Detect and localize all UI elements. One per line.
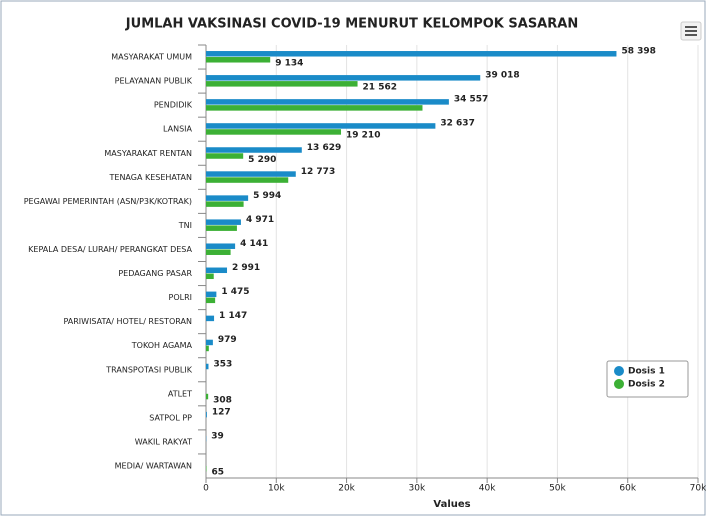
x-tick-label: 70k (690, 484, 706, 494)
data-label: 58 398 (621, 47, 655, 57)
y-tick-label: MEDIA/ WARTAWAN (115, 461, 192, 470)
data-label: 21 562 (363, 83, 397, 93)
y-tick-label: TNI (178, 221, 192, 230)
bar (206, 57, 270, 63)
y-tick-label: PELAYANAN PUBLIK (115, 77, 193, 86)
data-label: 4 141 (240, 239, 268, 249)
bar (206, 75, 480, 81)
x-tick-label: 50k (549, 484, 566, 494)
y-tick-label: TRANSPOTASI PUBLIK (105, 365, 192, 374)
data-label: 979 (218, 335, 237, 345)
data-label: 39 018 (485, 71, 519, 81)
bar (206, 171, 296, 177)
legend: Dosis 1 Dosis 2 (607, 361, 688, 397)
data-label: 34 557 (454, 95, 488, 105)
data-label: 308 (213, 395, 232, 405)
y-tick-label: WAKIL RAKYAT (135, 437, 192, 446)
bar (206, 394, 208, 400)
bar (206, 346, 209, 352)
data-label: 127 (212, 407, 231, 417)
legend-marker (614, 379, 624, 389)
legend-label[interactable]: Dosis 1 (628, 367, 665, 377)
y-tick-label: MASYARAKAT RENTAN (104, 149, 192, 158)
bar (206, 51, 616, 57)
x-tick-label: 30k (409, 484, 426, 494)
bar (206, 316, 214, 322)
bar (206, 364, 208, 370)
bar (206, 123, 435, 129)
data-label: 2 991 (232, 263, 260, 273)
x-tick-label: 60k (619, 484, 636, 494)
data-label: 39 (211, 431, 224, 441)
x-tick-label: 20k (338, 484, 355, 494)
bar (206, 195, 248, 201)
y-tick-label: PEDAGANG PASAR (118, 269, 192, 278)
legend-label[interactable]: Dosis 2 (628, 380, 665, 390)
bar (206, 147, 302, 153)
data-label: 12 773 (301, 167, 335, 177)
bar (206, 225, 237, 231)
bar (206, 243, 235, 249)
y-tick-label: KEPALA DESA/ LURAH/ PERANGKAT DESA (28, 245, 192, 254)
chart-title: JUMLAH VAKSINASI COVID-19 MENURUT KELOMP… (125, 17, 578, 32)
y-tick-label: MASYARAKAT UMUM (111, 53, 192, 62)
x-axis-title: Values (433, 499, 470, 510)
bar (206, 340, 213, 346)
bar (206, 268, 227, 274)
bar (206, 249, 231, 255)
y-tick-label: TOKOH AGAMA (131, 341, 193, 350)
y-tick-label: ATLET (168, 389, 192, 398)
data-label: 13 629 (307, 143, 341, 153)
bar (206, 99, 449, 105)
x-tick-label: 40k (479, 484, 496, 494)
menu-button[interactable] (681, 22, 701, 40)
y-tick-label: TENAGA KESEHATAN (109, 173, 193, 182)
data-label: 9 134 (275, 59, 303, 69)
y-tick-label: PARIWISATA/ HOTEL/ RESTORAN (63, 317, 192, 326)
data-label: 1 147 (219, 311, 247, 321)
y-tick-label: SATPOL PP (149, 413, 192, 422)
data-label: 5 290 (248, 155, 276, 165)
bar (206, 129, 341, 135)
bar (206, 105, 422, 111)
data-label: 353 (213, 359, 232, 369)
bar (206, 81, 358, 87)
data-label: 32 637 (440, 119, 474, 129)
data-label: 19 210 (346, 131, 380, 141)
legend-marker (614, 366, 624, 376)
x-tick-label: 10k (268, 484, 285, 494)
y-tick-label: PENDIDIK (154, 101, 193, 110)
bar (206, 219, 241, 225)
y-tick-label: PEGAWAI PEMERINTAH (ASN/P3K/KOTRAK) (24, 197, 192, 206)
bar (206, 292, 216, 298)
data-label: 1 475 (221, 287, 249, 297)
bar (206, 274, 214, 280)
bar (206, 412, 207, 418)
data-label: 4 971 (246, 215, 274, 225)
bar (206, 201, 244, 207)
bar (206, 298, 215, 304)
bar (206, 177, 288, 183)
data-label: 65 (211, 467, 224, 477)
y-tick-label: POLRI (169, 293, 193, 302)
x-tick-label: 0 (203, 484, 209, 494)
y-tick-label: LANSIA (163, 125, 193, 134)
bar (206, 153, 243, 159)
data-label: 5 994 (253, 191, 281, 201)
